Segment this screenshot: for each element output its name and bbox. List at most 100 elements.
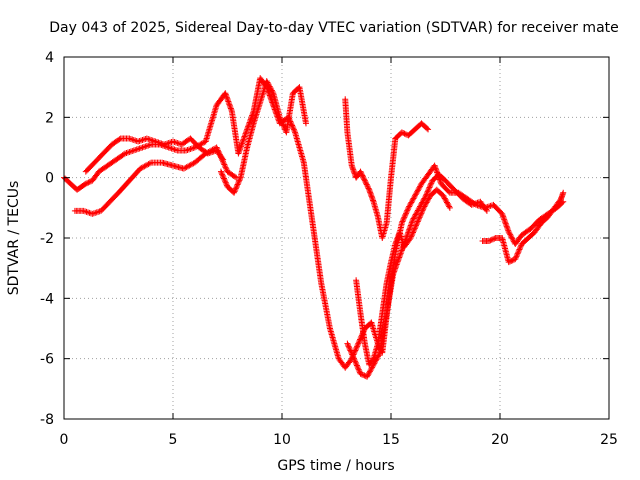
data-point [246,119,253,126]
data-point [243,129,250,136]
data-point [238,140,245,147]
data-point [236,146,243,153]
data-point [371,360,378,367]
data-point [225,99,232,106]
data-point [515,249,522,256]
data-point [508,257,515,264]
data-point [357,335,364,342]
data-point [400,215,407,222]
data-point [238,142,245,149]
data-point [140,136,147,143]
data-point [401,240,408,247]
data-point [411,192,418,199]
data-series-group [71,144,240,217]
data-point [172,139,179,146]
data-point [398,219,405,226]
data-series-group [342,96,432,241]
data-point [487,237,494,244]
data-point [302,120,309,127]
data-point [146,160,153,167]
data-point [414,219,421,226]
y-axis-label: SDTVAR / TECUs [6,181,22,296]
data-point [242,130,249,137]
data-point [359,173,366,180]
data-point [234,182,241,189]
data-point [220,160,227,167]
data-point [263,78,270,85]
data-point [358,169,365,176]
data-point [417,211,424,218]
data-point [414,188,421,195]
data-point [222,91,229,98]
data-point [368,365,375,372]
data-point [499,210,506,217]
data-point [265,80,272,87]
data-point [142,143,149,150]
data-point [390,271,397,278]
x-axis-label: GPS time / hours [277,458,394,474]
data-point [85,179,92,186]
data-point [401,213,408,220]
data-point [346,346,353,353]
data-point [89,210,96,217]
data-point [232,185,239,192]
data-point [401,130,408,137]
data-point [363,181,370,188]
data-point [82,208,89,215]
data-point [513,253,520,260]
data-point [223,94,230,101]
data-point [353,344,360,351]
data-point [373,356,380,363]
data-point [499,212,506,219]
data-point [357,370,364,377]
data-point [95,208,102,215]
data-point [355,340,362,347]
data-point [358,171,365,178]
data-point [414,187,421,194]
data-point [424,188,431,195]
data-point [224,97,231,104]
data-point [398,129,405,136]
data-point [132,137,139,144]
data-point [355,339,362,346]
data-point [240,136,247,143]
data-point [413,210,420,217]
data-point [222,164,229,171]
data-point [145,135,152,142]
data-point [502,220,509,227]
data-point [237,143,244,150]
data-point [403,210,410,217]
data-point [416,184,423,191]
data-point [267,84,274,91]
data-point [471,200,478,207]
data-point [400,241,407,248]
data-point [185,146,192,153]
data-point [414,207,421,214]
data-point [344,341,351,348]
data-point [422,194,429,201]
data-point [350,355,357,362]
data-point [187,146,194,153]
data-point [515,247,522,254]
data-point [349,351,356,358]
data-point [82,180,89,187]
data-point [417,213,424,220]
data-point [235,150,242,157]
data-point [233,184,240,191]
data-point [408,221,415,228]
data-point [154,138,161,145]
data-point [397,251,404,258]
data-point [266,83,273,90]
data-point [363,180,370,187]
data-point [560,189,567,196]
data-point [361,176,368,183]
data-point [432,163,439,170]
data-point [431,162,438,169]
data-point [425,185,432,192]
data-point [277,115,284,122]
data-series-group [353,186,453,368]
data-point [126,149,133,156]
data-point [248,115,255,122]
data-point [507,232,514,239]
data-point [116,136,123,143]
